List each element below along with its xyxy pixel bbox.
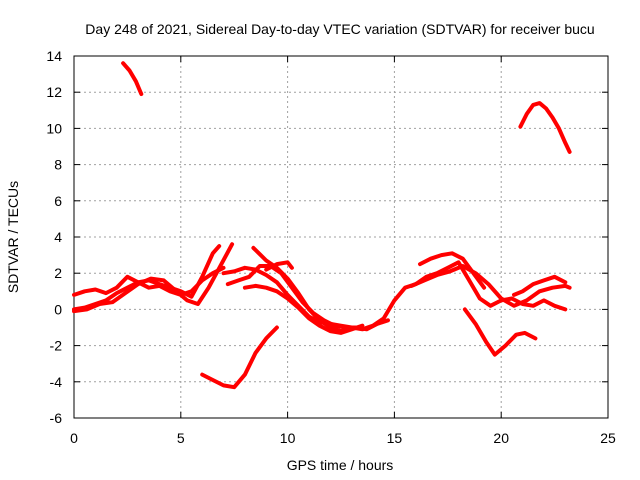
data-series [72, 61, 572, 390]
chart-title: Day 248 of 2021, Sidereal Day-to-day VTE… [85, 21, 594, 37]
x-axis-label: GPS time / hours [287, 457, 394, 473]
series-line-s6 [221, 260, 568, 332]
series-line-s2 [518, 101, 572, 154]
series-line-s11 [200, 325, 279, 390]
x-tick-label: 20 [493, 430, 509, 446]
x-tick-label: 5 [177, 430, 185, 446]
y-tick-label: 12 [46, 84, 62, 100]
y-tick-label: 8 [54, 157, 62, 173]
series-line-s4 [72, 244, 222, 312]
axis-ticks: 0 5 10 15 20 25 -6 -4 -2 0 2 4 6 8 10 12 14 [46, 48, 616, 446]
y-tick-label: 6 [54, 193, 62, 209]
y-tick-label: 10 [46, 120, 62, 136]
x-tick-label: 25 [600, 430, 616, 446]
y-tick-label: 0 [54, 301, 62, 317]
x-tick-label: 0 [70, 430, 78, 446]
y-tick-label: 4 [54, 229, 62, 245]
y-axis-label: SDTVAR / TECUs [5, 181, 21, 293]
x-tick-label: 10 [280, 430, 296, 446]
series-line-s1 [121, 61, 144, 96]
y-tick-label: 14 [46, 48, 62, 64]
series-line-s5 [72, 242, 235, 314]
series-line-s14 [512, 274, 568, 297]
series-line-s10 [264, 260, 294, 272]
y-tick-label: 2 [54, 265, 62, 281]
series-line-s13 [409, 264, 572, 308]
series-line-s9 [242, 283, 365, 335]
series-line-s8 [251, 245, 354, 334]
x-tick-label: 15 [387, 430, 403, 446]
y-tick-label: -6 [50, 410, 63, 426]
y-tick-label: -2 [50, 338, 63, 354]
series-line-s15 [462, 307, 538, 357]
y-tick-label: -4 [50, 374, 63, 390]
grid [74, 56, 608, 418]
